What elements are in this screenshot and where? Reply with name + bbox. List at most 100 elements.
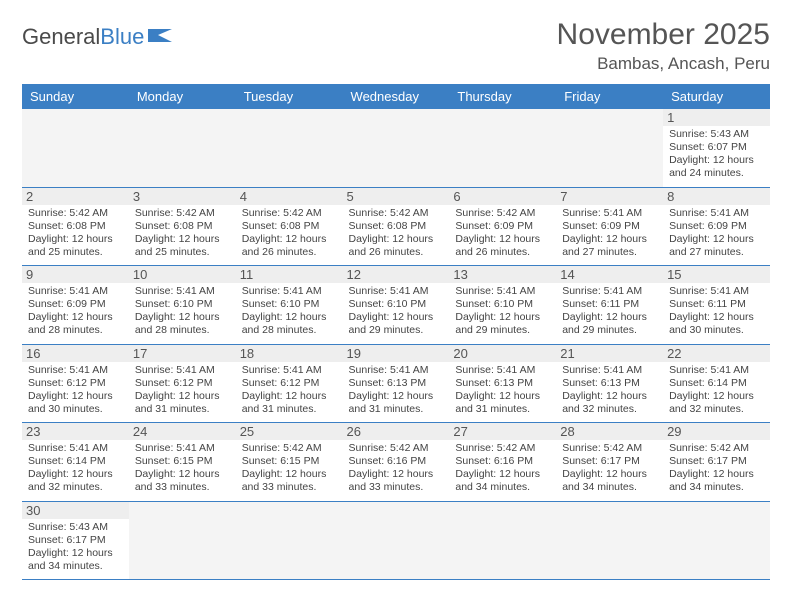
day-info: Sunrise: 5:42 AMSunset: 6:09 PMDaylight:… (455, 207, 550, 260)
day-info: Sunrise: 5:41 AMSunset: 6:12 PMDaylight:… (242, 364, 337, 417)
calendar-empty-cell (236, 501, 343, 580)
day-info: Sunrise: 5:41 AMSunset: 6:09 PMDaylight:… (28, 285, 123, 338)
day-info: Sunrise: 5:41 AMSunset: 6:10 PMDaylight:… (349, 285, 444, 338)
day-info: Sunrise: 5:41 AMSunset: 6:09 PMDaylight:… (562, 207, 657, 260)
day-number: 17 (129, 345, 236, 362)
day-number: 15 (663, 266, 770, 283)
calendar-day-cell: 12 Sunrise: 5:41 AMSunset: 6:10 PMDayligh… (343, 266, 450, 345)
calendar-week-row: 23Sunrise: 5:41 AMSunset: 6:14 PMDayligh… (22, 423, 770, 502)
day-number: 3 (129, 188, 236, 205)
day-info: Sunrise: 5:42 AMSunset: 6:17 PMDaylight:… (562, 442, 657, 495)
weekday-header: Tuesday (236, 84, 343, 109)
day-info: Sunrise: 5:41 AMSunset: 6:12 PMDaylight:… (28, 364, 123, 417)
calendar-empty-cell (22, 109, 129, 187)
logo: GeneralBlue (22, 24, 174, 50)
calendar-day-cell: 19 Sunrise: 5:41 AMSunset: 6:13 PMDayligh… (343, 344, 450, 423)
day-info: Sunrise: 5:42 AMSunset: 6:08 PMDaylight:… (349, 207, 444, 260)
calendar-week-row: 9 Sunrise: 5:41 AMSunset: 6:09 PMDaylight… (22, 266, 770, 345)
flag-icon (148, 26, 174, 44)
day-number: 9 (22, 266, 129, 283)
day-info: Sunrise: 5:41 AMSunset: 6:13 PMDaylight:… (349, 364, 444, 417)
day-info: Sunrise: 5:41 AMSunset: 6:11 PMDaylight:… (669, 285, 764, 338)
calendar-day-cell: 15 Sunrise: 5:41 AMSunset: 6:11 PMDayligh… (663, 266, 770, 345)
day-number: 27 (449, 423, 556, 440)
title-block: November 2025 Bambas, Ancash, Peru (557, 18, 770, 74)
month-title: November 2025 (557, 18, 770, 52)
day-info: Sunrise: 5:41 AMSunset: 6:10 PMDaylight:… (242, 285, 337, 338)
day-number: 30 (22, 502, 129, 519)
calendar-day-cell: 21Sunrise: 5:41 AMSunset: 6:13 PMDayligh… (556, 344, 663, 423)
calendar-day-cell: 22 Sunrise: 5:41 AMSunset: 6:14 PMDayligh… (663, 344, 770, 423)
day-info: Sunrise: 5:42 AMSunset: 6:08 PMDaylight:… (28, 207, 123, 260)
day-info: Sunrise: 5:41 AMSunset: 6:12 PMDaylight:… (135, 364, 230, 417)
calendar-day-cell: 8Sunrise: 5:41 AMSunset: 6:09 PMDaylight… (663, 187, 770, 266)
calendar-day-cell: 26Sunrise: 5:42 AMSunset: 6:16 PMDayligh… (343, 423, 450, 502)
day-number: 16 (22, 345, 129, 362)
weekday-header: Thursday (449, 84, 556, 109)
calendar-empty-cell (343, 501, 450, 580)
weekday-header: Friday (556, 84, 663, 109)
calendar-day-cell: 30 Sunrise: 5:43 AMSunset: 6:17 PMDayligh… (22, 501, 129, 580)
calendar-day-cell: 25Sunrise: 5:42 AMSunset: 6:15 PMDayligh… (236, 423, 343, 502)
day-number: 1 (663, 109, 770, 126)
calendar-day-cell: 28Sunrise: 5:42 AMSunset: 6:17 PMDayligh… (556, 423, 663, 502)
calendar-empty-cell (236, 109, 343, 187)
day-number: 29 (663, 423, 770, 440)
day-number: 18 (236, 345, 343, 362)
day-number: 24 (129, 423, 236, 440)
calendar-day-cell: 13 Sunrise: 5:41 AMSunset: 6:10 PMDayligh… (449, 266, 556, 345)
calendar-day-cell: 10 Sunrise: 5:41 AMSunset: 6:10 PMDayligh… (129, 266, 236, 345)
calendar-empty-cell (449, 501, 556, 580)
day-number: 13 (449, 266, 556, 283)
day-info: Sunrise: 5:42 AMSunset: 6:08 PMDaylight:… (135, 207, 230, 260)
calendar-week-row: 1Sunrise: 5:43 AMSunset: 6:07 PMDaylight… (22, 109, 770, 187)
day-number: 22 (663, 345, 770, 362)
calendar-day-cell: 14 Sunrise: 5:41 AMSunset: 6:11 PMDayligh… (556, 266, 663, 345)
day-info: Sunrise: 5:41 AMSunset: 6:15 PMDaylight:… (135, 442, 230, 495)
calendar-day-cell: 9 Sunrise: 5:41 AMSunset: 6:09 PMDaylight… (22, 266, 129, 345)
day-info: Sunrise: 5:42 AMSunset: 6:17 PMDaylight:… (669, 442, 764, 495)
calendar-day-cell: 5 Sunrise: 5:42 AMSunset: 6:08 PMDaylight… (343, 187, 450, 266)
day-number: 23 (22, 423, 129, 440)
calendar-day-cell: 17 Sunrise: 5:41 AMSunset: 6:12 PMDayligh… (129, 344, 236, 423)
day-info: Sunrise: 5:41 AMSunset: 6:10 PMDaylight:… (135, 285, 230, 338)
day-info: Sunrise: 5:41 AMSunset: 6:14 PMDaylight:… (669, 364, 764, 417)
day-number: 12 (343, 266, 450, 283)
calendar-table: SundayMondayTuesdayWednesdayThursdayFrid… (22, 84, 770, 580)
weekday-header: Saturday (663, 84, 770, 109)
day-info: Sunrise: 5:43 AMSunset: 6:17 PMDaylight:… (28, 521, 123, 574)
header: GeneralBlue November 2025 Bambas, Ancash… (22, 18, 770, 74)
calendar-day-cell: 3 Sunrise: 5:42 AMSunset: 6:08 PMDaylight… (129, 187, 236, 266)
day-number: 19 (343, 345, 450, 362)
day-info: Sunrise: 5:42 AMSunset: 6:08 PMDaylight:… (242, 207, 337, 260)
calendar-day-cell: 11Sunrise: 5:41 AMSunset: 6:10 PMDayligh… (236, 266, 343, 345)
location: Bambas, Ancash, Peru (557, 54, 770, 74)
calendar-day-cell: 23Sunrise: 5:41 AMSunset: 6:14 PMDayligh… (22, 423, 129, 502)
calendar-day-cell: 6Sunrise: 5:42 AMSunset: 6:09 PMDaylight… (449, 187, 556, 266)
logo-text-blue: Blue (100, 24, 144, 50)
calendar-week-row: 30 Sunrise: 5:43 AMSunset: 6:17 PMDayligh… (22, 501, 770, 580)
calendar-empty-cell (556, 109, 663, 187)
weekday-header: Wednesday (343, 84, 450, 109)
logo-text-general: General (22, 24, 100, 50)
day-info: Sunrise: 5:41 AMSunset: 6:13 PMDaylight:… (562, 364, 657, 417)
calendar-empty-cell (129, 501, 236, 580)
calendar-empty-cell (663, 501, 770, 580)
calendar-day-cell: 24 Sunrise: 5:41 AMSunset: 6:15 PMDayligh… (129, 423, 236, 502)
day-number: 10 (129, 266, 236, 283)
day-number: 25 (236, 423, 343, 440)
calendar-week-row: 2Sunrise: 5:42 AMSunset: 6:08 PMDaylight… (22, 187, 770, 266)
calendar-day-cell: 20Sunrise: 5:41 AMSunset: 6:13 PMDayligh… (449, 344, 556, 423)
calendar-day-cell: 29 Sunrise: 5:42 AMSunset: 6:17 PMDayligh… (663, 423, 770, 502)
day-number: 5 (343, 188, 450, 205)
calendar-empty-cell (343, 109, 450, 187)
weekday-header-row: SundayMondayTuesdayWednesdayThursdayFrid… (22, 84, 770, 109)
day-number: 14 (556, 266, 663, 283)
day-info: Sunrise: 5:41 AMSunset: 6:11 PMDaylight:… (562, 285, 657, 338)
calendar-empty-cell (556, 501, 663, 580)
day-number: 8 (663, 188, 770, 205)
calendar-day-cell: 16 Sunrise: 5:41 AMSunset: 6:12 PMDayligh… (22, 344, 129, 423)
day-number: 26 (343, 423, 450, 440)
calendar-day-cell: 18 Sunrise: 5:41 AMSunset: 6:12 PMDayligh… (236, 344, 343, 423)
day-info: Sunrise: 5:41 AMSunset: 6:10 PMDaylight:… (455, 285, 550, 338)
